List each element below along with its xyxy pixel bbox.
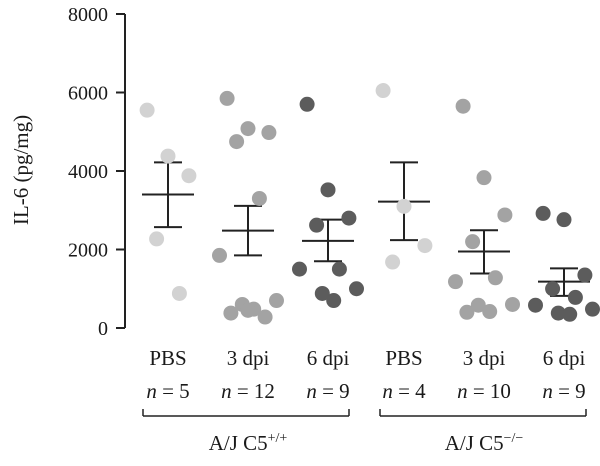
point-2-8 bbox=[326, 293, 342, 309]
y-tick-label-1: 2000 bbox=[68, 240, 108, 262]
point-5-6 bbox=[585, 301, 600, 317]
group-label-c5-wt: A/J C5+/+ bbox=[209, 431, 288, 455]
point-0-4 bbox=[171, 285, 187, 301]
point-2-0 bbox=[299, 96, 315, 112]
point-5-3 bbox=[545, 281, 561, 297]
point-1-11 bbox=[240, 302, 256, 318]
point-1-9 bbox=[223, 305, 239, 321]
point-4-4 bbox=[487, 270, 503, 286]
point-2-4 bbox=[331, 261, 347, 277]
point-3-2 bbox=[417, 238, 433, 254]
point-0-2 bbox=[181, 168, 197, 184]
point-1-6 bbox=[269, 293, 284, 309]
point-1-0 bbox=[219, 90, 235, 106]
group-bracket-c5-ko bbox=[379, 409, 587, 417]
point-4-8 bbox=[482, 304, 498, 320]
point-2-7 bbox=[314, 285, 330, 301]
point-2-2 bbox=[341, 210, 357, 226]
point-2-1 bbox=[320, 182, 336, 198]
point-5-0 bbox=[535, 205, 551, 221]
y-tick-label-2: 4000 bbox=[68, 161, 108, 183]
n-label-0: n = 5 bbox=[146, 379, 189, 403]
point-3-3 bbox=[385, 254, 401, 270]
category-label-0: PBS bbox=[149, 346, 186, 370]
n-label-2: n = 9 bbox=[306, 379, 349, 403]
point-2-5 bbox=[292, 261, 307, 277]
point-1-3 bbox=[229, 134, 245, 150]
point-1-2 bbox=[261, 125, 277, 141]
y-tick-label-3: 6000 bbox=[68, 83, 108, 105]
group-bracket-c5-wt bbox=[142, 409, 350, 417]
point-4-6 bbox=[505, 296, 520, 312]
point-2-3 bbox=[309, 217, 325, 233]
point-1-5 bbox=[212, 247, 227, 263]
point-4-2 bbox=[497, 207, 513, 223]
point-3-1 bbox=[396, 198, 412, 214]
n-label-4: n = 10 bbox=[457, 379, 511, 403]
point-4-0 bbox=[455, 98, 471, 114]
point-0-0 bbox=[139, 102, 155, 118]
y-tick-label-0: 0 bbox=[98, 318, 108, 340]
data-points bbox=[139, 83, 600, 325]
n-label-3: n = 4 bbox=[382, 379, 426, 403]
point-5-8 bbox=[562, 306, 578, 322]
point-4-1 bbox=[476, 170, 492, 186]
category-label-4: 3 dpi bbox=[463, 346, 506, 370]
point-5-7 bbox=[550, 305, 566, 321]
error-bars bbox=[142, 161, 590, 297]
n-label-1: n = 12 bbox=[221, 379, 275, 403]
point-5-2 bbox=[577, 267, 593, 283]
point-4-3 bbox=[465, 234, 481, 250]
group-label-c5-ko: A/J C5−/− bbox=[445, 431, 524, 455]
point-0-3 bbox=[149, 231, 165, 247]
category-label-2: 6 dpi bbox=[307, 346, 350, 370]
point-4-7 bbox=[470, 297, 486, 313]
category-label-5: 6 dpi bbox=[543, 346, 586, 370]
point-5-5 bbox=[528, 297, 543, 313]
n-label-5: n = 9 bbox=[542, 379, 585, 403]
y-tick-label-4: 8000 bbox=[68, 4, 108, 26]
point-4-5 bbox=[448, 274, 463, 290]
point-1-1 bbox=[240, 121, 256, 137]
y-axis-label: IL-6 (pg/mg) bbox=[9, 115, 33, 225]
point-2-6 bbox=[349, 281, 364, 297]
category-label-1: 3 dpi bbox=[227, 346, 270, 370]
point-3-0 bbox=[375, 83, 391, 99]
point-5-4 bbox=[567, 289, 583, 305]
point-4-9 bbox=[459, 304, 475, 320]
y-ticks: 0 2000 4000 6000 8000 bbox=[68, 4, 125, 340]
point-1-10 bbox=[257, 309, 273, 325]
point-1-4 bbox=[251, 190, 267, 206]
point-5-1 bbox=[556, 212, 572, 228]
category-label-3: PBS bbox=[385, 346, 422, 370]
category-labels: PBS n = 5 3 dpi n = 12 6 dpi n = 9 PBS n = 4 3 d… bbox=[146, 346, 585, 403]
point-0-1 bbox=[160, 148, 176, 164]
